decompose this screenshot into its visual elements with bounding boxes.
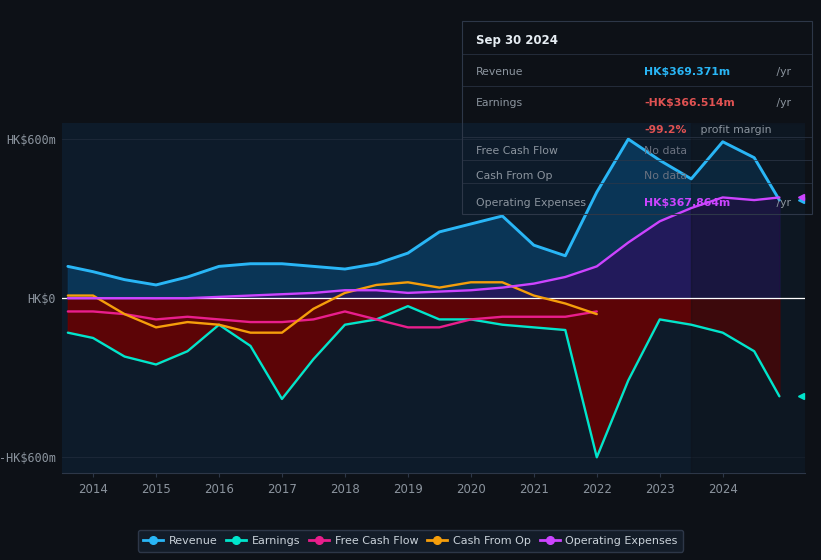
Text: HK$367.864m: HK$367.864m [644,198,731,208]
Text: No data: No data [644,146,687,156]
Text: /yr: /yr [773,98,791,108]
Text: Operating Expenses: Operating Expenses [476,198,586,208]
Text: profit margin: profit margin [696,125,771,135]
Text: Cash From Op: Cash From Op [476,171,553,181]
Legend: Revenue, Earnings, Free Cash Flow, Cash From Op, Operating Expenses: Revenue, Earnings, Free Cash Flow, Cash … [138,530,683,552]
Text: -99.2%: -99.2% [644,125,686,135]
Bar [691,123,821,473]
Text: HK$369.371m: HK$369.371m [644,67,730,77]
Text: Earnings: Earnings [476,98,523,108]
Text: Revenue: Revenue [476,67,524,77]
Text: No data: No data [644,171,687,181]
Text: /yr: /yr [773,67,791,77]
Text: -HK$366.514m: -HK$366.514m [644,98,735,108]
Text: /yr: /yr [773,198,791,208]
Text: Free Cash Flow: Free Cash Flow [476,146,558,156]
Text: Sep 30 2024: Sep 30 2024 [476,34,558,47]
